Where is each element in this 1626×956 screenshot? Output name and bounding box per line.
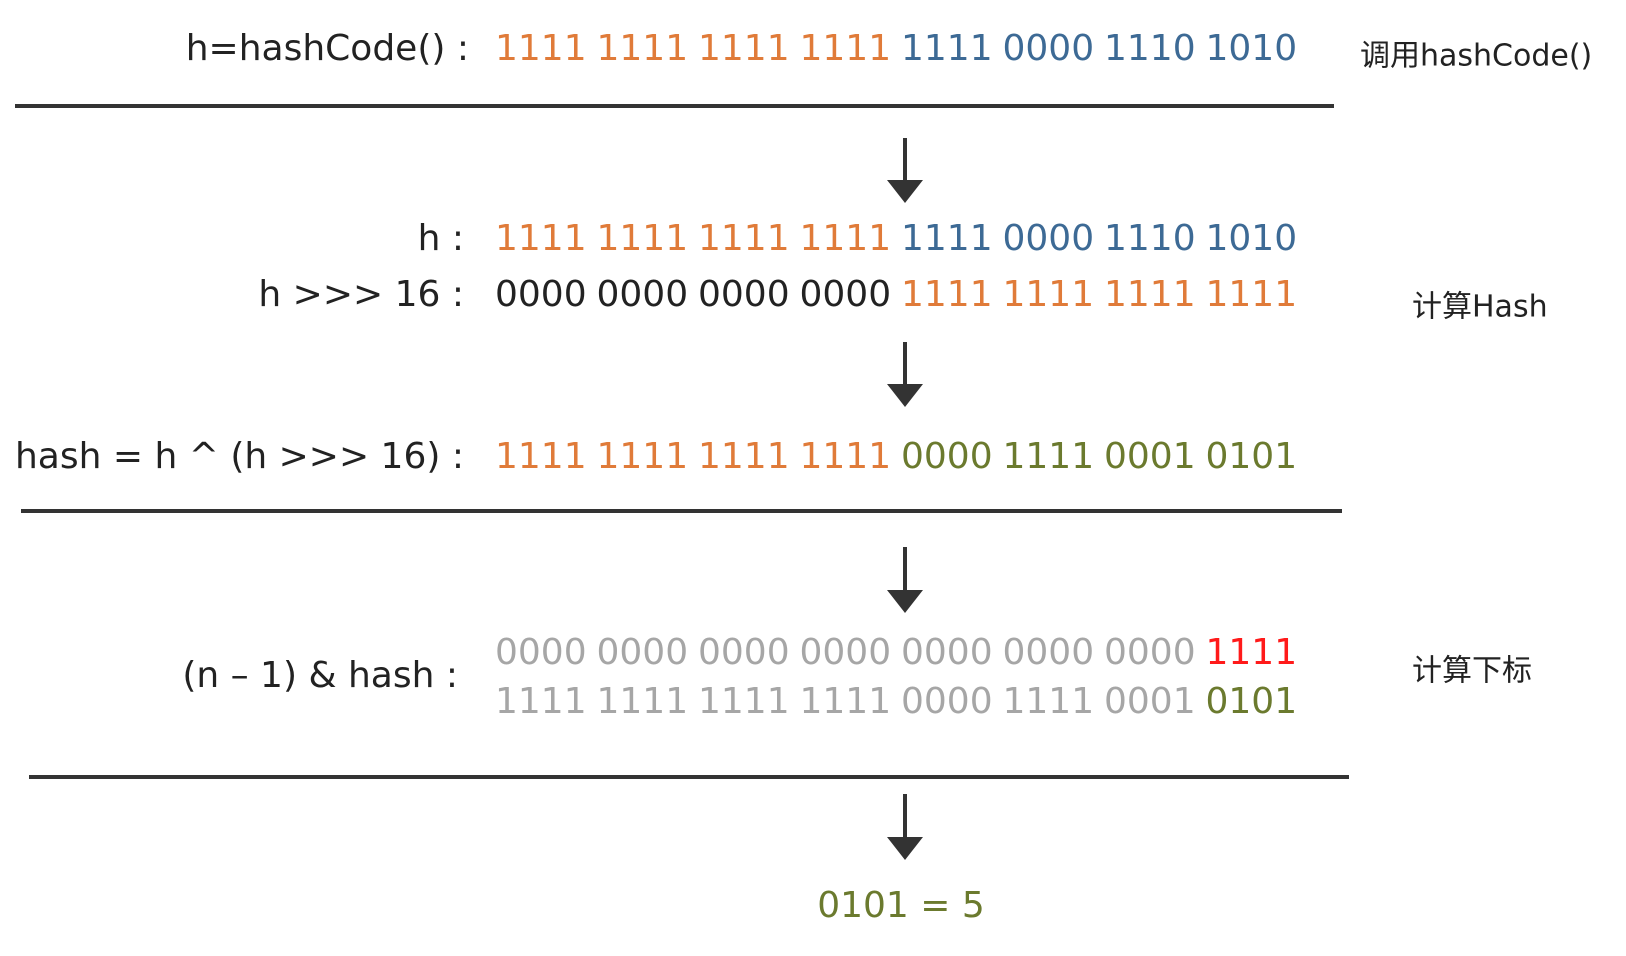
bit-group: 1111 bbox=[698, 218, 790, 259]
bit-group: 0000 bbox=[800, 274, 892, 315]
bit-group: 1111 bbox=[1206, 274, 1298, 315]
bit-group: 0000 bbox=[1104, 632, 1196, 673]
bit-group: 1111 bbox=[698, 28, 790, 69]
bit-group: 0001 bbox=[1104, 436, 1196, 477]
bit-group: 0000 bbox=[698, 632, 790, 673]
bit-group: 0000 bbox=[698, 274, 790, 315]
arrow bbox=[887, 794, 923, 860]
bit-group: 0000 bbox=[597, 274, 689, 315]
arrow bbox=[887, 547, 923, 613]
arrow bbox=[887, 342, 923, 407]
bit-group: 1010 bbox=[1206, 218, 1298, 259]
bit-group: 1111 bbox=[1003, 681, 1095, 722]
bit-group: 0001 bbox=[1104, 681, 1196, 722]
bit-group: 0000 bbox=[495, 274, 587, 315]
row-label: (n – 1) & hash : bbox=[182, 655, 458, 696]
bit-group: 0000 bbox=[1003, 28, 1095, 69]
bit-group: 0000 bbox=[597, 632, 689, 673]
bit-group: 1111 bbox=[698, 681, 790, 722]
bit-group: 0000 bbox=[800, 632, 892, 673]
bit-group: 1111 bbox=[1003, 274, 1095, 315]
bit-group: 0000 bbox=[901, 436, 993, 477]
row-label: h : bbox=[418, 218, 464, 259]
bit-group: 0000 bbox=[1003, 218, 1095, 259]
bit-group: 1111 bbox=[495, 681, 587, 722]
bit-group: 1111 bbox=[1206, 632, 1298, 673]
bit-group: 1111 bbox=[698, 436, 790, 477]
bit-group: 1111 bbox=[597, 436, 689, 477]
bit-group: 1111 bbox=[800, 28, 892, 69]
bit-group: 1111 bbox=[1003, 436, 1095, 477]
bit-group: 1111 bbox=[597, 28, 689, 69]
step-label: 调用hashCode() bbox=[1360, 39, 1592, 74]
row-label: h >>> 16 : bbox=[258, 274, 464, 315]
arrow bbox=[887, 138, 923, 203]
bit-group: 1111 bbox=[597, 681, 689, 722]
bit-group: 1111 bbox=[800, 681, 892, 722]
bit-group: 1110 bbox=[1104, 218, 1196, 259]
bit-group: 0000 bbox=[495, 632, 587, 673]
bit-group: 1111 bbox=[597, 218, 689, 259]
bit-group: 1111 bbox=[800, 436, 892, 477]
bit-group: 1111 bbox=[495, 28, 587, 69]
bit-group: 1111 bbox=[495, 436, 587, 477]
step-label: 计算下标 bbox=[1412, 654, 1532, 689]
bit-group: 1111 bbox=[495, 218, 587, 259]
bit-group: 1111 bbox=[901, 218, 993, 259]
result: 0101 = 5 bbox=[817, 885, 985, 926]
row-label: h=hashCode() : bbox=[186, 28, 469, 69]
bit-group: 1110 bbox=[1104, 28, 1196, 69]
step-label: 计算Hash bbox=[1412, 290, 1548, 325]
bit-group: 1111 bbox=[800, 218, 892, 259]
bit-group: 0101 bbox=[1206, 681, 1298, 722]
bit-group: 1111 bbox=[1104, 274, 1196, 315]
row-label: hash = h ^ (h >>> 16) : bbox=[15, 436, 464, 477]
bit-group: 0000 bbox=[901, 681, 993, 722]
bit-group: 0000 bbox=[901, 632, 993, 673]
bit-group: 0000 bbox=[1003, 632, 1095, 673]
bit-group: 1111 bbox=[901, 274, 993, 315]
bit-group: 0101 bbox=[1206, 436, 1298, 477]
bit-group: 1111 bbox=[901, 28, 993, 69]
bit-group: 1010 bbox=[1206, 28, 1298, 69]
